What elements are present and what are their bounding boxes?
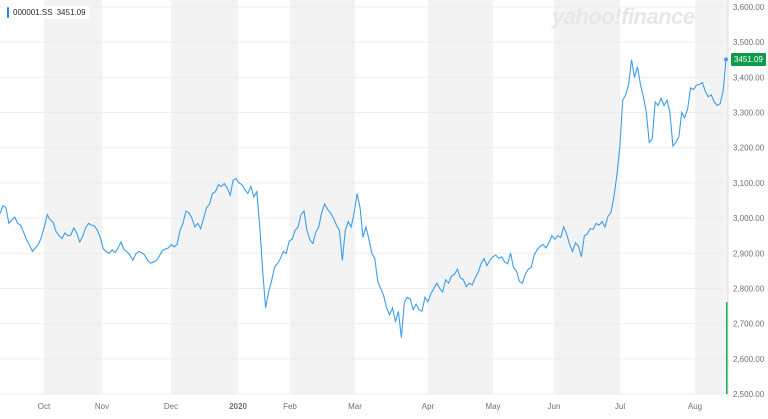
volume-bar [726,302,728,394]
current-price-tag: 3451.09 [731,53,766,66]
month-band [290,0,355,394]
y-tick-label: 2,900.00 [733,249,765,258]
y-tick-label: 3,300.00 [733,109,765,118]
x-tick-label: Feb [283,402,297,411]
y-tick-label: 2,500.00 [733,390,765,399]
x-tick-label: Aug [688,402,702,411]
legend-symbol: 000001.SS [13,8,53,17]
x-tick-label: 2020 [229,402,247,411]
legend-value: 3451.09 [56,8,86,17]
x-tick-label: Nov [95,402,109,411]
x-tick-label: Apr [422,402,435,411]
last-price-point [724,57,728,62]
month-band [428,0,493,394]
month-band [171,0,238,394]
x-tick-label: Oct [38,402,51,411]
yahoo-finance-logo: yahoo!finance [552,4,695,29]
x-tick-label: Jul [615,402,625,411]
month-band [44,0,102,394]
legend[interactable]: 000001.SS 3451.09 [4,6,89,19]
y-tick-label: 3,200.00 [733,144,765,153]
month-band [695,0,728,394]
x-tick-label: May [485,402,500,411]
y-tick-label: 2,800.00 [733,284,765,293]
x-tick-label: Dec [164,402,178,411]
y-tick-label: 2,600.00 [733,355,765,364]
price-line-series [0,59,727,338]
month-band [554,0,620,394]
x-tick-label: Jun [548,402,561,411]
y-tick-label: 3,500.00 [733,38,765,47]
x-tick-label: Mar [348,402,362,411]
y-tick-label: 3,400.00 [733,73,765,82]
y-tick-label: 3,100.00 [733,179,765,188]
y-tick-label: 2,700.00 [733,320,765,329]
legend-color-swatch [7,7,9,18]
y-tick-label: 3,600.00 [733,3,765,12]
y-tick-label: 3,000.00 [733,214,765,223]
